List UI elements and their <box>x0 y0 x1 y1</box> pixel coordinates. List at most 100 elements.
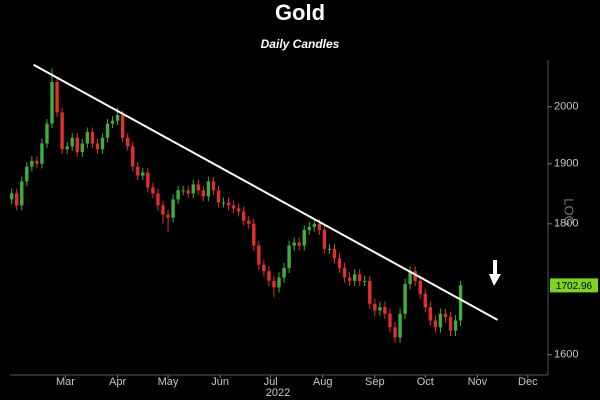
candle-body <box>75 137 79 153</box>
candle-body <box>282 267 286 278</box>
candle-body <box>95 143 100 150</box>
candle-body <box>176 190 180 200</box>
candle-body <box>413 271 417 281</box>
candle-body <box>398 313 402 338</box>
candle-body <box>342 267 347 278</box>
candle-body <box>352 274 357 281</box>
y-tick-label: 1900 <box>554 158 578 170</box>
up-arrow <box>489 260 501 286</box>
candle-body <box>186 190 190 194</box>
last-price-label: 1702.96 <box>556 281 593 292</box>
candle-body <box>358 274 362 281</box>
candle-body <box>146 172 150 188</box>
candle-body <box>171 199 175 218</box>
x-tick-label: Apr <box>109 376 126 388</box>
candle-body <box>408 271 412 285</box>
candle-body <box>136 166 140 176</box>
candle-body <box>40 143 44 164</box>
candle-body <box>418 280 422 294</box>
candle-body <box>90 132 95 144</box>
candle-body <box>423 293 427 308</box>
candle-body <box>287 245 291 268</box>
candle-body <box>110 120 115 124</box>
candle-body <box>80 143 84 153</box>
candle-body <box>307 226 311 231</box>
candle-body <box>141 172 145 176</box>
candle-body <box>302 230 306 246</box>
candle-body <box>347 277 352 281</box>
candle-body <box>55 82 59 113</box>
candle-body <box>393 327 397 338</box>
candle-body <box>221 202 226 204</box>
candle-body <box>433 320 438 328</box>
candle-body <box>9 193 14 200</box>
candle-body <box>100 137 105 150</box>
x-tick-label: May <box>158 376 179 388</box>
candle-body <box>292 242 296 246</box>
chart-subtitle: Daily Candles <box>261 37 340 51</box>
candle-body <box>252 223 256 246</box>
candle-body <box>131 146 135 167</box>
x-tick-label: Jul <box>264 376 278 388</box>
candle-body <box>272 280 276 288</box>
candle-body <box>317 223 322 231</box>
candle-body <box>161 205 165 215</box>
y-axis-label: LOG <box>562 198 577 225</box>
x-tick-label: Sep <box>365 376 385 388</box>
candle-body <box>262 264 266 272</box>
candle-body <box>216 190 221 203</box>
candle-body <box>60 112 64 150</box>
candle-body <box>332 248 337 259</box>
candle-body <box>226 202 231 206</box>
candle-body <box>30 160 34 167</box>
candle-body <box>373 303 377 311</box>
candle-body <box>35 160 39 164</box>
x-axis-label: 2022 <box>266 387 290 399</box>
candle-body <box>211 181 216 191</box>
candle-body <box>297 242 301 246</box>
candle-body <box>70 137 74 147</box>
candle-body <box>20 181 24 206</box>
x-tick-label: Oct <box>417 376 434 388</box>
candle-body <box>156 193 160 206</box>
candle-body <box>45 123 49 144</box>
candle-body <box>196 184 200 191</box>
candle-body <box>166 214 170 218</box>
x-tick-label: Jun <box>211 376 229 388</box>
candle-body <box>428 307 433 321</box>
candle-body <box>191 184 195 194</box>
candle-body <box>458 285 463 321</box>
candle-body <box>337 258 342 268</box>
candle-body <box>378 307 382 311</box>
y-tick-label: 1800 <box>554 218 578 230</box>
candle-body <box>438 313 443 328</box>
candle-body <box>120 115 125 138</box>
candle-body <box>312 223 317 227</box>
candle-body <box>443 313 448 318</box>
chart-title: Gold <box>275 0 325 25</box>
candle-body <box>241 211 246 221</box>
x-tick-label: Aug <box>313 376 333 388</box>
candle-body <box>115 115 120 121</box>
candle-body <box>105 123 110 138</box>
candle-body <box>15 193 19 206</box>
candle-body <box>201 190 206 197</box>
candle-body <box>231 205 236 209</box>
candle-body <box>388 313 392 328</box>
x-tick-label: Dec <box>518 376 538 388</box>
last-price-tag <box>550 278 598 293</box>
candle-body <box>206 181 211 197</box>
candle-body <box>322 230 327 249</box>
candle-body <box>85 132 90 144</box>
x-tick-label: Nov <box>468 376 488 388</box>
candle-body <box>453 320 458 331</box>
candle-body <box>65 146 69 150</box>
candle-body <box>277 277 281 288</box>
candle-body <box>403 284 407 314</box>
y-tick-label: 1600 <box>554 349 578 361</box>
candle-body <box>327 248 332 250</box>
candle-body <box>363 280 367 282</box>
candle-body <box>151 187 155 194</box>
x-tick-label: Mar <box>56 376 75 388</box>
